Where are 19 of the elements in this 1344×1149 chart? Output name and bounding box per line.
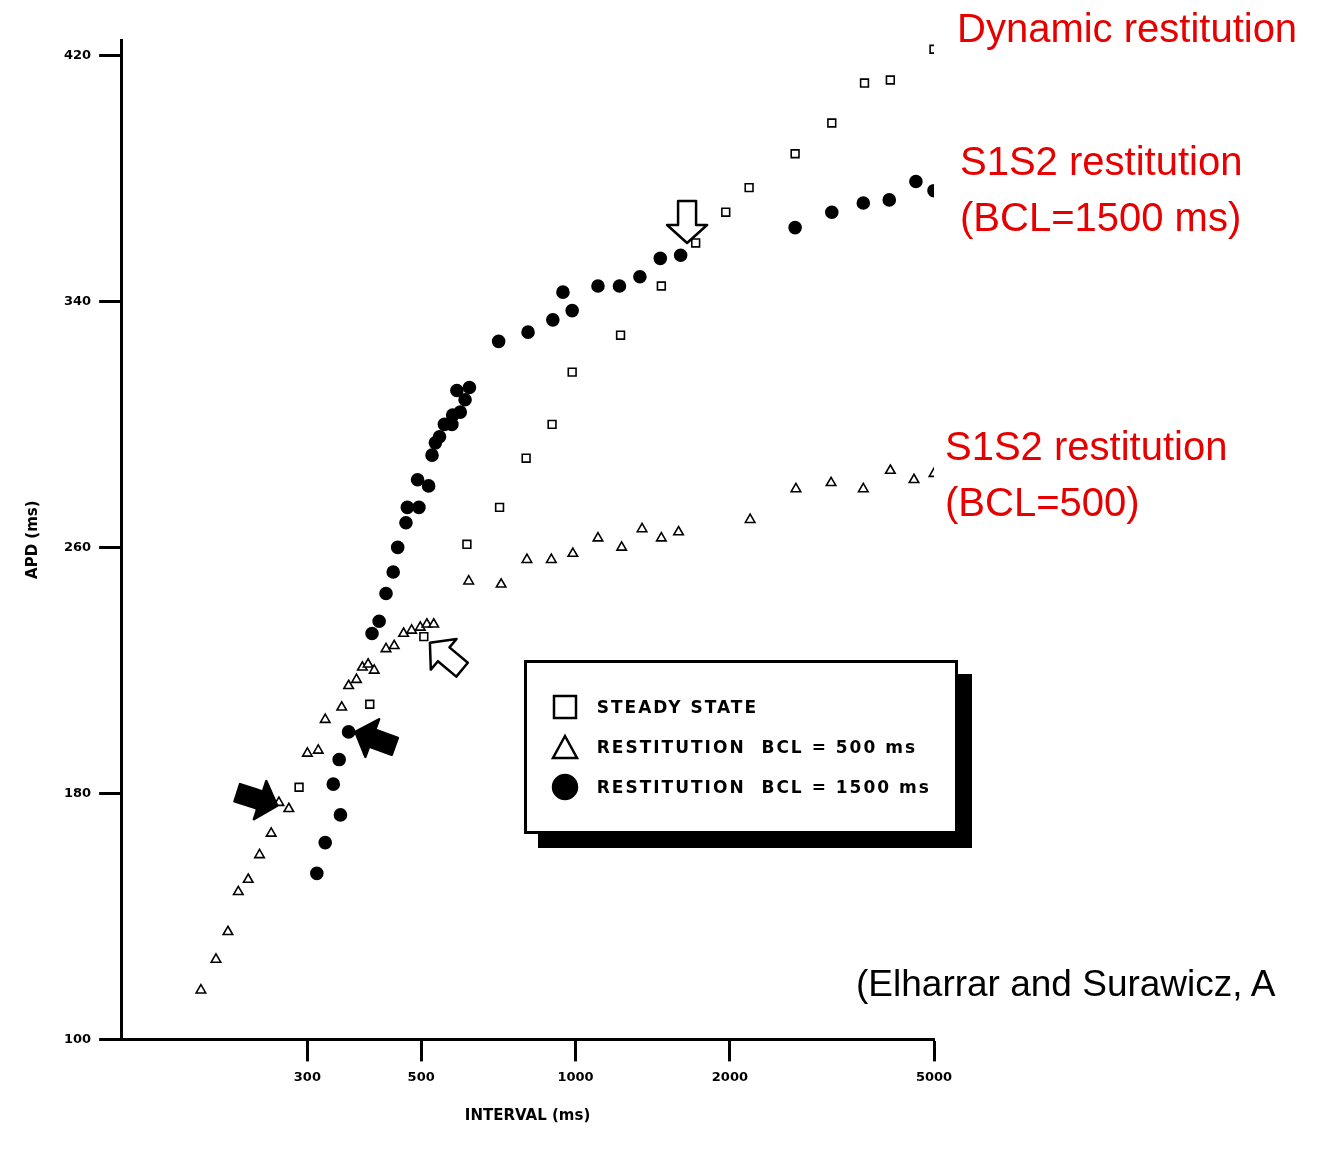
y-tick-label: 420 <box>64 46 92 62</box>
legend-label: RESTITUTION BCL = 500 ms <box>596 736 918 757</box>
x-tick-label: 500 <box>407 1068 435 1084</box>
y-tick-label: 260 <box>64 538 92 554</box>
legend-label: STEADY STATE <box>596 696 759 717</box>
x-axis-title: INTERVAL (ms) <box>464 1105 591 1124</box>
annotation: (Elharrar and Surawicz, A <box>856 962 1276 1006</box>
text: S1S2 restitution (BCL=1500 ms) <box>960 138 1244 241</box>
legend-label: RESTITUTION BCL = 1500 ms <box>596 776 931 797</box>
x-tick-label: 300 <box>293 1068 321 1084</box>
x-tick-label: 2000 <box>711 1068 749 1084</box>
x-tick-label: 5000 <box>915 1068 953 1084</box>
x-tick-label: 1000 <box>557 1068 594 1084</box>
text: Dynamic restitution <box>957 5 1298 52</box>
text: S1S2 restitution (BCL=500) <box>945 423 1229 526</box>
y-tick-label: 180 <box>64 784 92 800</box>
y-axis-title: APD (ms) <box>22 500 41 579</box>
y-tick-label: 340 <box>64 292 92 308</box>
y-tick-label: 100 <box>64 1030 92 1046</box>
